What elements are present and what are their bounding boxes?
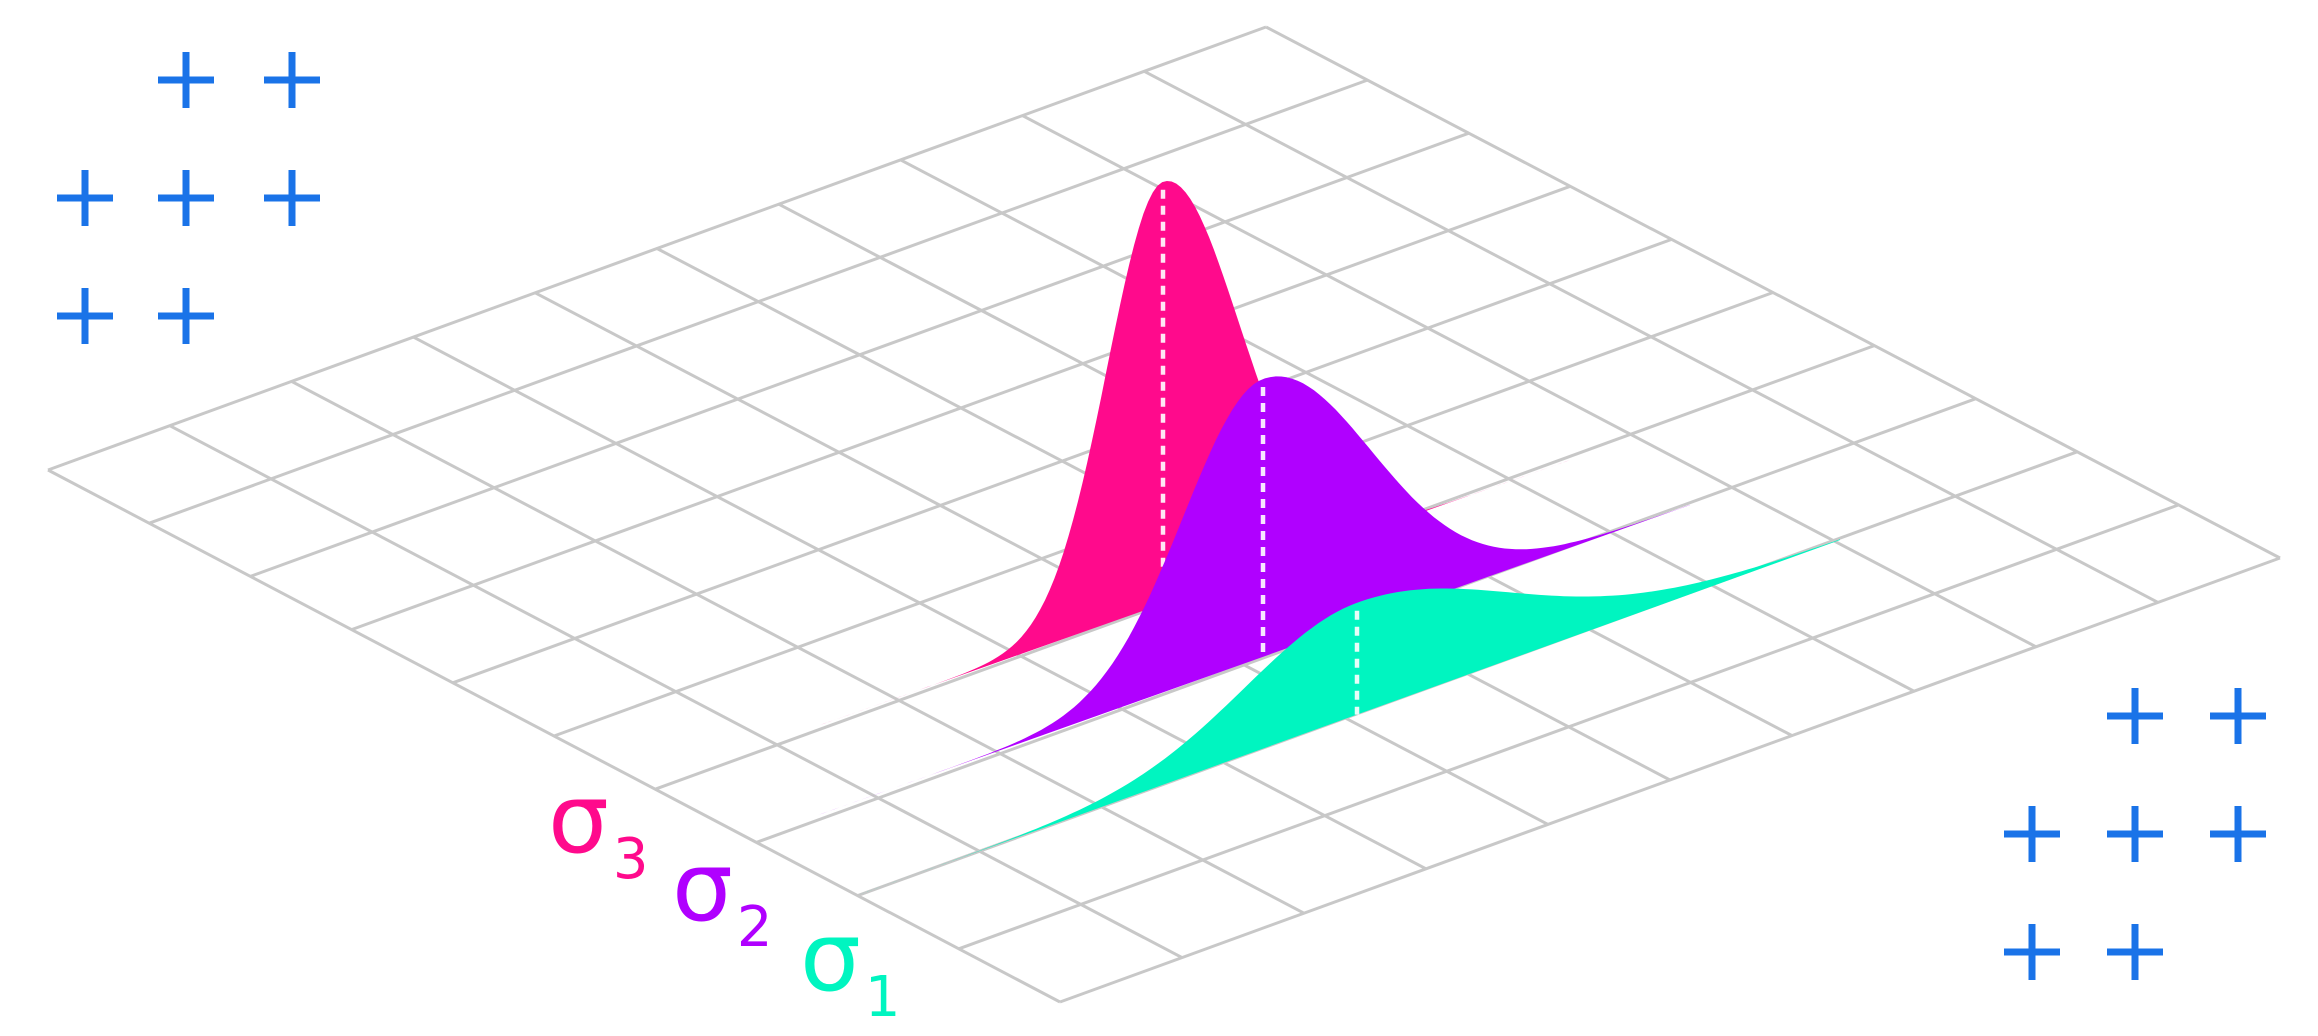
plus-icon [158,288,214,344]
plus-icon [57,288,113,344]
plus-icon [2107,688,2163,744]
plus-icon [2107,924,2163,980]
sigma2-symbol: σ [672,831,733,943]
grid-line-a [1143,69,2159,604]
grid-line-a [1265,25,2281,560]
sigma1-symbol: σ [800,901,861,1013]
plus-icon [2004,806,2060,862]
plus-icon [2210,806,2266,862]
grid-line-b [958,503,2180,951]
plus-icon [2210,688,2266,744]
sigma2-curve [818,376,1690,815]
sigma2-subscript: 2 [737,895,773,960]
plus-icon [2107,806,2163,862]
plus-icon [158,52,214,108]
plus-icon [264,170,320,226]
plus-icon [158,170,214,226]
sigma1-curve [858,539,1840,895]
gaussian-curves [818,181,1840,895]
plus-icon [2004,924,2060,980]
sigma2-label: σ2 [672,831,772,960]
sigma3-label: σ3 [548,763,648,892]
sigma3-symbol: σ [548,763,609,875]
sigma-labels: σ3 σ2 σ1 [548,763,900,1030]
sigma1-subscript: 1 [865,965,901,1030]
sigma3-subscript: 3 [613,827,649,892]
grid-line-a [899,158,1915,693]
sigma1-label: σ1 [800,901,900,1030]
sigma3-curve [820,181,1570,725]
grid-line-b [1059,556,2281,1004]
plus-icon [264,52,320,108]
plus-decorations [57,52,2266,980]
plus-icon [57,170,113,226]
